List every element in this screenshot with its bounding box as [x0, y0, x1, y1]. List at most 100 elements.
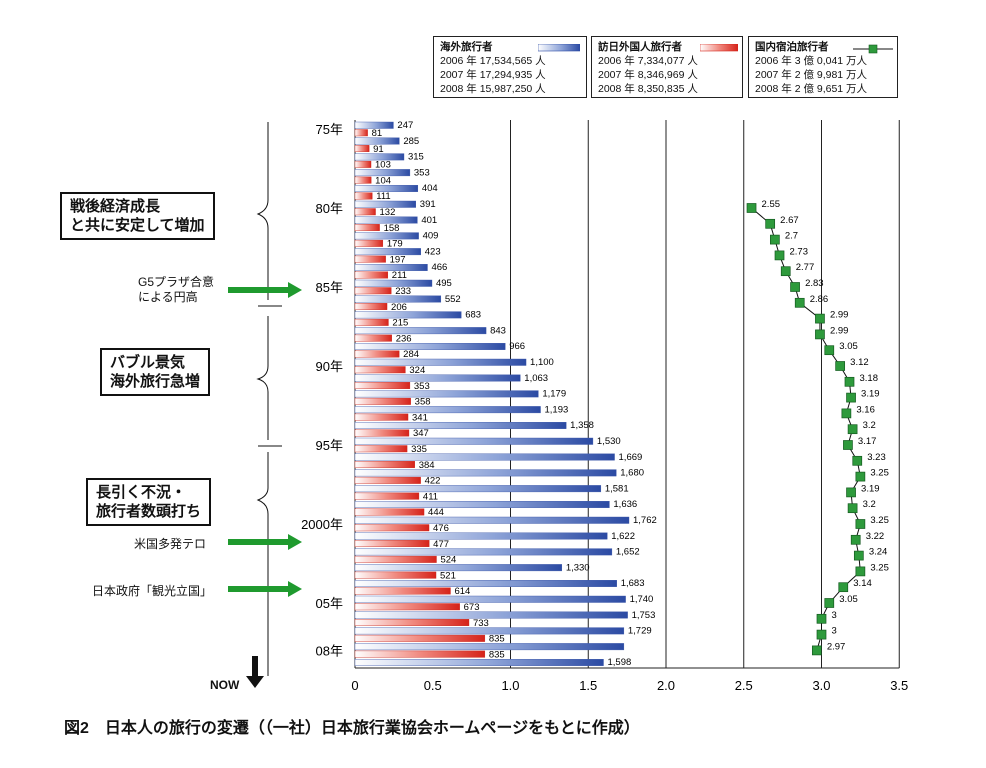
year-label: 85年 — [316, 280, 343, 295]
event-plaza-accord: G5プラザ合意 による円高 — [138, 275, 214, 305]
outbound-bar — [354, 659, 604, 666]
domestic-point — [815, 313, 825, 324]
domestic-value-label: 3.14 — [853, 578, 872, 589]
domestic-value-label: 3.17 — [858, 436, 877, 447]
inbound-value-label: 422 — [425, 476, 441, 487]
domestic-point — [835, 361, 846, 371]
x-tick-label: 0 — [351, 678, 358, 693]
callout-recession-line1: 長引く不況・ — [96, 484, 187, 501]
inbound-bar — [354, 192, 373, 200]
inbound-bar — [354, 287, 392, 295]
domestic-value-label: 2.99 — [830, 325, 849, 336]
domestic-value-label: 3.25 — [870, 515, 889, 526]
inbound-bar — [354, 397, 411, 405]
inbound-value-label: 477 — [433, 539, 449, 550]
inbound-bar — [354, 461, 415, 468]
inbound-value-label: 104 — [375, 175, 391, 186]
outbound-value-label: 1,753 — [632, 610, 656, 621]
inbound-bar — [354, 587, 451, 595]
year-label: 2000年 — [301, 517, 343, 532]
outbound-bar — [354, 232, 419, 240]
inbound-value-label: 215 — [392, 318, 408, 329]
inbound-bar — [354, 303, 388, 310]
inbound-value-label: 236 — [396, 333, 412, 344]
legend-inbound: 訪日外国人旅行者 2006 年 7,334,077 人 2007 年 8,346… — [591, 36, 743, 98]
event-us-terror: 米国多発テロ — [134, 537, 207, 551]
outbound-bar — [354, 453, 615, 461]
inbound-bar — [354, 382, 411, 389]
domestic-value-label: 3.18 — [859, 373, 878, 384]
inbound-bar — [354, 334, 392, 342]
outbound-bar — [354, 422, 567, 429]
inbound-bar — [354, 271, 389, 279]
legend-domestic-2007: 2007 年 2 億 9,981 万人 — [755, 69, 868, 81]
figure-caption: 図2 日本人の旅行の変遷（（一社）日本旅行業協会ホームページをもとに作成） — [64, 720, 640, 737]
callout-bubble: バブル景気 海外旅行急増 — [100, 348, 211, 396]
inbound-value-label: 132 — [380, 207, 396, 218]
outbound-value-label: 552 — [445, 294, 461, 305]
inbound-value-label: 103 — [375, 160, 391, 171]
event-tourism-nation: 日本政府「観光立国」 — [92, 584, 213, 598]
year-label: 80年 — [316, 201, 343, 216]
domestic-value-label: 3.22 — [866, 531, 885, 542]
inbound-bar — [354, 650, 486, 658]
inbound-value-label: 179 — [387, 239, 403, 250]
legend-domestic-2006: 2006 年 3 億 0,041 万人 — [755, 55, 868, 67]
legend-outbound: 海外旅行者 2006 年 17,534,565 人 2007 年 17,294,… — [433, 36, 587, 98]
outbound-bar — [354, 643, 625, 651]
year-labels: 75年 80年 85年 90年 95年 2000年 05年 08年 — [301, 122, 343, 658]
inbound-bar — [354, 145, 370, 153]
outbound-value-label: 1,680 — [620, 468, 644, 479]
event-arrow-icon — [228, 534, 302, 550]
outbound-bar — [354, 327, 487, 335]
outbound-value-label: 315 — [408, 152, 424, 163]
outbound-bar — [354, 169, 411, 177]
outbound-bar — [354, 264, 428, 271]
outbound-value-label: 423 — [425, 246, 441, 257]
event-plaza-line2: による円高 — [138, 290, 198, 304]
outbound-value-label: 1,740 — [630, 594, 654, 605]
inbound-value-label: 411 — [423, 491, 438, 502]
brace-bubble — [256, 316, 269, 440]
inbound-value-label: 91 — [373, 144, 384, 155]
outbound-value-label: 247 — [397, 120, 413, 131]
outbound-bar — [354, 580, 617, 587]
inbound-value-label: 733 — [473, 618, 489, 629]
inbound-value-label: 835 — [489, 634, 505, 645]
inbound-value-label: 211 — [392, 270, 407, 281]
domestic-point — [855, 566, 866, 577]
inbound-value-label: 347 — [413, 428, 429, 439]
callout-postwar-growth: 戦後経済成長 と共に安定して増加 — [60, 192, 215, 240]
domestic-point — [765, 218, 776, 229]
domestic-point — [847, 424, 858, 435]
domestic-point — [853, 550, 864, 561]
year-label: 75年 — [316, 122, 343, 137]
legend-domestic-swatch — [853, 44, 893, 54]
domestic-point — [846, 487, 856, 498]
domestic-value-label: 3.24 — [869, 547, 888, 558]
outbound-bar — [354, 516, 630, 524]
legend-outbound-swatch — [538, 44, 580, 52]
inbound-bar — [354, 524, 430, 532]
domestic-value-label: 2.83 — [805, 278, 824, 289]
outbound-bar — [354, 501, 610, 508]
domestic-value-label: 3.12 — [850, 357, 869, 368]
inbound-bar — [354, 176, 372, 184]
callout-postwar-line2: と共に安定して増加 — [70, 217, 205, 234]
outbound-value-label: 401 — [421, 215, 437, 226]
outbound-value-label: 466 — [431, 262, 447, 273]
inbound-value-label: 206 — [391, 302, 407, 313]
domestic-value-label: 2.99 — [830, 310, 849, 321]
domestic-point — [852, 455, 863, 466]
inbound-bar — [354, 224, 380, 232]
now-arrow-icon — [246, 656, 264, 688]
legend-inbound-2007: 2007 年 8,346,969 人 — [598, 69, 698, 81]
x-tick-label: 2.0 — [657, 678, 675, 693]
inbound-bar — [354, 508, 425, 516]
domestic-point — [855, 471, 866, 482]
domestic-point — [850, 534, 861, 545]
outbound-bar — [354, 406, 541, 414]
outbound-value-label: 1,598 — [607, 657, 631, 668]
event-plaza-line1: G5プラザ合意 — [138, 275, 215, 289]
timeline-brace — [246, 122, 282, 688]
